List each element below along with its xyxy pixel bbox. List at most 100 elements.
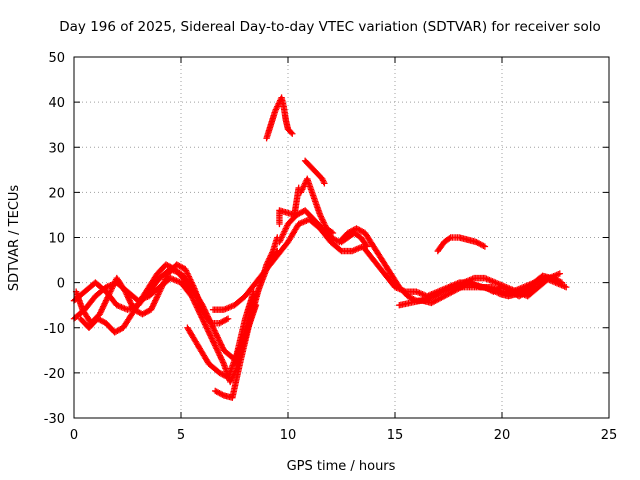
data-point bbox=[211, 340, 218, 348]
y-tick-label: 30 bbox=[48, 141, 65, 156]
data-point bbox=[215, 349, 222, 356]
data-point bbox=[209, 338, 217, 345]
data-point bbox=[363, 243, 371, 250]
data-point bbox=[218, 342, 225, 350]
chart-title: Day 196 of 2025, Sidereal Day-to-day VTE… bbox=[59, 19, 600, 35]
data-point bbox=[189, 295, 197, 303]
data-point bbox=[321, 180, 328, 187]
data-point bbox=[211, 342, 219, 349]
data-point bbox=[217, 340, 224, 347]
series-arc-d bbox=[77, 261, 195, 336]
data-point bbox=[217, 353, 224, 360]
data-point bbox=[218, 356, 225, 363]
data-point bbox=[211, 328, 219, 336]
data-point bbox=[214, 334, 221, 341]
series-arc-n bbox=[338, 229, 371, 250]
series-arc-l bbox=[263, 94, 296, 142]
data-point bbox=[556, 279, 563, 286]
data-point bbox=[329, 229, 337, 237]
data-point bbox=[213, 346, 221, 353]
data-point bbox=[201, 319, 208, 327]
x-tick-label: 10 bbox=[280, 428, 297, 443]
y-tick-label: 0 bbox=[57, 277, 65, 292]
data-point bbox=[199, 316, 207, 324]
series-arc-p bbox=[434, 234, 489, 255]
data-point bbox=[213, 333, 221, 340]
series-arc-e bbox=[184, 288, 257, 381]
data-point bbox=[224, 315, 232, 322]
data-point bbox=[211, 327, 218, 334]
data-point bbox=[219, 359, 227, 366]
data-point bbox=[214, 347, 221, 355]
series-arc-m bbox=[276, 184, 302, 228]
data-point bbox=[460, 282, 468, 289]
data-point bbox=[200, 318, 207, 325]
data-point bbox=[215, 350, 223, 358]
y-axis-ticks: 50 40 30 20 10 0 -10 -20 -30 bbox=[44, 51, 609, 427]
data-point bbox=[203, 325, 211, 332]
data-point bbox=[210, 325, 217, 333]
data-point bbox=[206, 331, 213, 338]
data-point bbox=[207, 332, 214, 339]
data-point bbox=[288, 129, 295, 136]
data-point bbox=[495, 289, 502, 297]
data-point bbox=[207, 333, 215, 341]
data-point bbox=[219, 357, 226, 365]
data-point bbox=[204, 326, 211, 334]
data-point bbox=[216, 352, 223, 359]
y-tick-label: 40 bbox=[48, 96, 65, 111]
x-axis-ticks: 0 5 10 15 20 25 bbox=[70, 57, 617, 443]
data-point bbox=[196, 309, 203, 317]
data-point bbox=[205, 329, 213, 337]
data-point bbox=[481, 243, 489, 250]
series-arc-o bbox=[419, 272, 563, 307]
data-point bbox=[194, 305, 201, 313]
series-arc-k bbox=[301, 157, 328, 187]
data-point bbox=[563, 283, 570, 291]
data-point bbox=[193, 304, 201, 311]
data-point bbox=[480, 242, 487, 249]
data-point bbox=[213, 331, 220, 339]
data-point bbox=[193, 302, 200, 310]
data-point bbox=[197, 312, 205, 320]
data-point bbox=[209, 336, 216, 344]
data-point bbox=[215, 337, 223, 344]
data-point bbox=[201, 321, 209, 328]
data-point bbox=[203, 323, 210, 331]
data-point bbox=[223, 316, 230, 323]
y-tick-label: 20 bbox=[48, 186, 65, 201]
data-point bbox=[213, 345, 220, 352]
data-point bbox=[202, 322, 209, 329]
data-point bbox=[208, 335, 215, 342]
y-axis-label: SDTVAR / TECUs bbox=[7, 185, 22, 292]
data-point bbox=[188, 288, 195, 295]
x-axis-label: GPS time / hours bbox=[287, 459, 396, 474]
y-tick-label: -30 bbox=[44, 412, 65, 427]
data-point bbox=[446, 235, 453, 242]
x-tick-label: 5 bbox=[177, 428, 185, 443]
y-tick-label: -20 bbox=[44, 367, 65, 382]
y-tick-label: -10 bbox=[44, 322, 65, 337]
data-point bbox=[189, 294, 196, 301]
data-point bbox=[555, 278, 562, 286]
data-point bbox=[217, 341, 225, 348]
data-point bbox=[205, 328, 212, 335]
y-tick-label: 10 bbox=[48, 232, 65, 247]
data-point bbox=[212, 330, 219, 337]
data-point bbox=[289, 130, 296, 137]
data-point bbox=[187, 287, 195, 294]
series-arc-j bbox=[297, 175, 337, 237]
data-point bbox=[556, 270, 563, 277]
data-point bbox=[219, 391, 226, 398]
data-point bbox=[199, 315, 206, 322]
x-tick-label: 20 bbox=[494, 428, 511, 443]
x-tick-label: 0 bbox=[70, 428, 78, 443]
data-series bbox=[70, 94, 570, 401]
data-point bbox=[328, 228, 335, 236]
x-tick-label: 25 bbox=[601, 428, 618, 443]
data-point bbox=[217, 355, 225, 362]
y-tick-label: 50 bbox=[48, 51, 65, 66]
data-point bbox=[216, 338, 223, 346]
data-point bbox=[197, 311, 204, 318]
